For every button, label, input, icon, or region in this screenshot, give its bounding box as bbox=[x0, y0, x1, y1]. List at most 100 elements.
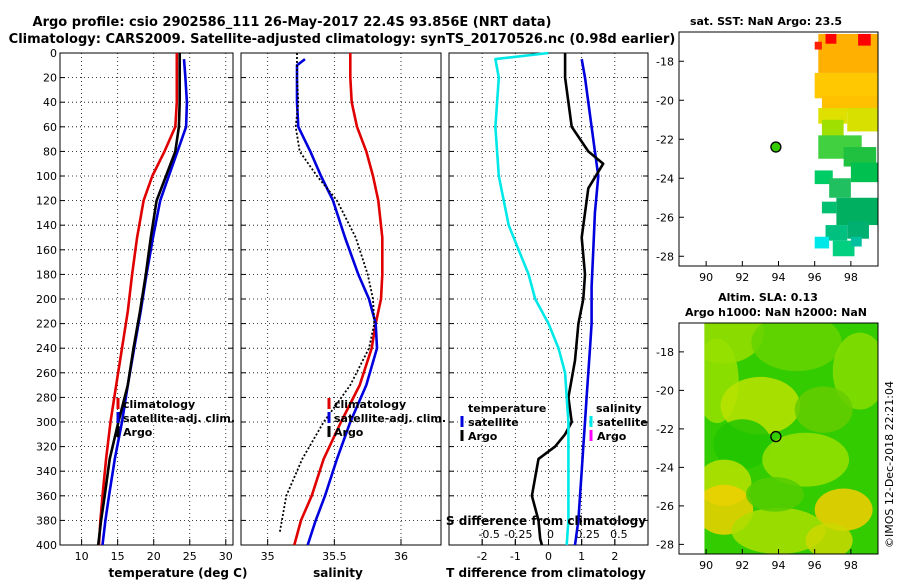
sla-blob bbox=[832, 332, 878, 410]
figure-title-line2: Climatology: CARS2009. Satellite-adjuste… bbox=[9, 32, 676, 47]
sst-cell bbox=[825, 33, 837, 44]
figure-title-line1: Argo profile: csio 2902586_111 26-May-20… bbox=[33, 15, 552, 30]
sla-field bbox=[679, 323, 878, 554]
sst-cell bbox=[814, 236, 830, 249]
map-y-tick-label: -18 bbox=[656, 346, 674, 359]
sst-cell bbox=[814, 41, 822, 50]
sst-cell bbox=[836, 197, 878, 226]
map-y-tick-label: -28 bbox=[656, 250, 674, 263]
sla-map-title: Altim. SLA: 0.13 bbox=[718, 291, 818, 304]
sst-cell bbox=[858, 33, 871, 46]
top-tick-label: 0 bbox=[547, 528, 554, 541]
top-tick-label: -0.5 bbox=[478, 528, 499, 541]
legend-label: Argo bbox=[334, 426, 364, 439]
series-line-temperature-satellite bbox=[573, 58, 600, 546]
y-tick-label: 320 bbox=[36, 441, 57, 454]
series-line-temperature-argo bbox=[530, 53, 605, 546]
sst-map-title: sat. SST: NaN Argo: 23.5 bbox=[690, 15, 842, 28]
map-y-tick-label: -28 bbox=[656, 538, 674, 551]
x-tick-label: 0 bbox=[545, 550, 552, 563]
sla-blob bbox=[762, 432, 850, 487]
top-tick-label: 0.5 bbox=[610, 528, 628, 541]
map-y-tick-label: -24 bbox=[656, 461, 674, 474]
sla-blob bbox=[731, 507, 826, 554]
x-tick-label: -1 bbox=[510, 550, 521, 563]
sst-cell bbox=[843, 147, 877, 167]
sst-cell bbox=[814, 72, 878, 99]
sla-blob bbox=[745, 477, 804, 512]
map-x-tick-label: 90 bbox=[699, 271, 713, 284]
sst-cell bbox=[829, 178, 851, 198]
series-line-climatology bbox=[293, 53, 384, 546]
footer-timestamp: ©IMOS 12-Dec-2018 22:21:04 bbox=[883, 381, 896, 548]
y-tick-label: 260 bbox=[36, 367, 57, 380]
y-tick-label: 180 bbox=[36, 268, 57, 281]
map-x-tick-label: 96 bbox=[808, 271, 822, 284]
series-line-climatology bbox=[97, 53, 179, 546]
sst-field bbox=[814, 33, 878, 257]
map-x-tick-label: 92 bbox=[735, 559, 749, 572]
sst-cell bbox=[832, 240, 855, 257]
legend-label: Argo bbox=[123, 426, 153, 439]
argo-location-marker bbox=[770, 430, 782, 443]
y-tick-label: 220 bbox=[36, 318, 57, 331]
sla-map-subtitle: Argo h1000: NaN h2000: NaN bbox=[685, 306, 867, 319]
x-tick-label: 15 bbox=[111, 550, 125, 563]
legend-label: satellite-adj. clim. bbox=[123, 412, 235, 425]
map-x-tick-label: 98 bbox=[844, 559, 858, 572]
legend-label: satellite bbox=[468, 416, 519, 429]
map-x-tick-label: 90 bbox=[699, 559, 713, 572]
map-y-tick-label: -26 bbox=[656, 500, 674, 513]
x-tick-label: 20 bbox=[147, 550, 161, 563]
difference-xlabel: T difference from climatology bbox=[446, 566, 646, 580]
sla-nodata bbox=[679, 323, 705, 554]
legend-label: satellite-adj. clim. bbox=[334, 412, 446, 425]
sst-cell bbox=[847, 221, 869, 239]
x-tick-label: -2 bbox=[477, 550, 488, 563]
map-y-tick-label: -26 bbox=[656, 211, 674, 224]
y-tick-label: 340 bbox=[36, 465, 57, 478]
top-tick-label: -0.25 bbox=[504, 528, 532, 541]
map-y-tick-label: -24 bbox=[656, 172, 674, 185]
legend-label: climatology bbox=[123, 398, 195, 411]
legend-label: climatology bbox=[334, 398, 406, 411]
sst-cell bbox=[825, 225, 848, 241]
map-x-tick-label: 98 bbox=[844, 271, 858, 284]
x-tick-label: 35 bbox=[261, 550, 275, 563]
sla-blob bbox=[751, 323, 842, 372]
y-tick-label: 280 bbox=[36, 391, 57, 404]
sla-blob bbox=[814, 488, 873, 531]
series-line-argo bbox=[278, 53, 376, 533]
y-tick-label: 120 bbox=[36, 195, 57, 208]
series-line-satellite-adj-clim- bbox=[295, 58, 379, 546]
y-tick-label: 0 bbox=[50, 47, 57, 60]
y-tick-label: 100 bbox=[36, 170, 57, 183]
y-tick-label: 40 bbox=[43, 96, 57, 109]
sst-cell bbox=[850, 162, 878, 183]
sla-map-panel: 90 92 94 96 98 -18 -20 -22 -24 -26 -28 bbox=[656, 322, 879, 572]
x-tick-label: 25 bbox=[183, 550, 197, 563]
legend-label: Argo bbox=[597, 430, 627, 443]
y-tick-label: 20 bbox=[43, 72, 57, 85]
difference-top-xlabel: S difference from climatology bbox=[446, 514, 646, 528]
x-tick-label: 36 bbox=[394, 550, 408, 563]
map-x-tick-label: 92 bbox=[735, 271, 749, 284]
salinity-xlabel: salinity bbox=[313, 566, 363, 580]
sst-cell bbox=[814, 170, 833, 185]
y-tick-label: 60 bbox=[43, 121, 57, 134]
sla-blob bbox=[805, 523, 853, 554]
sst-map-panel: 90 92 94 96 98 -18 -20 -22 -24 -26 -28 bbox=[656, 31, 879, 284]
series-line-salinity-satellite bbox=[494, 51, 570, 546]
temperature-xlabel: temperature (deg C) bbox=[109, 566, 248, 580]
sst-cell bbox=[821, 201, 837, 214]
map-x-tick-label: 96 bbox=[808, 559, 822, 572]
map-y-tick-label: -22 bbox=[656, 423, 674, 436]
map-x-tick-label: 94 bbox=[772, 559, 786, 572]
y-tick-label: 240 bbox=[36, 342, 57, 355]
legend-label: Argo bbox=[468, 430, 498, 443]
sst-cell bbox=[847, 108, 878, 132]
top-tick-label: 0.25 bbox=[575, 528, 600, 541]
x-tick-label: 35.5 bbox=[322, 550, 347, 563]
